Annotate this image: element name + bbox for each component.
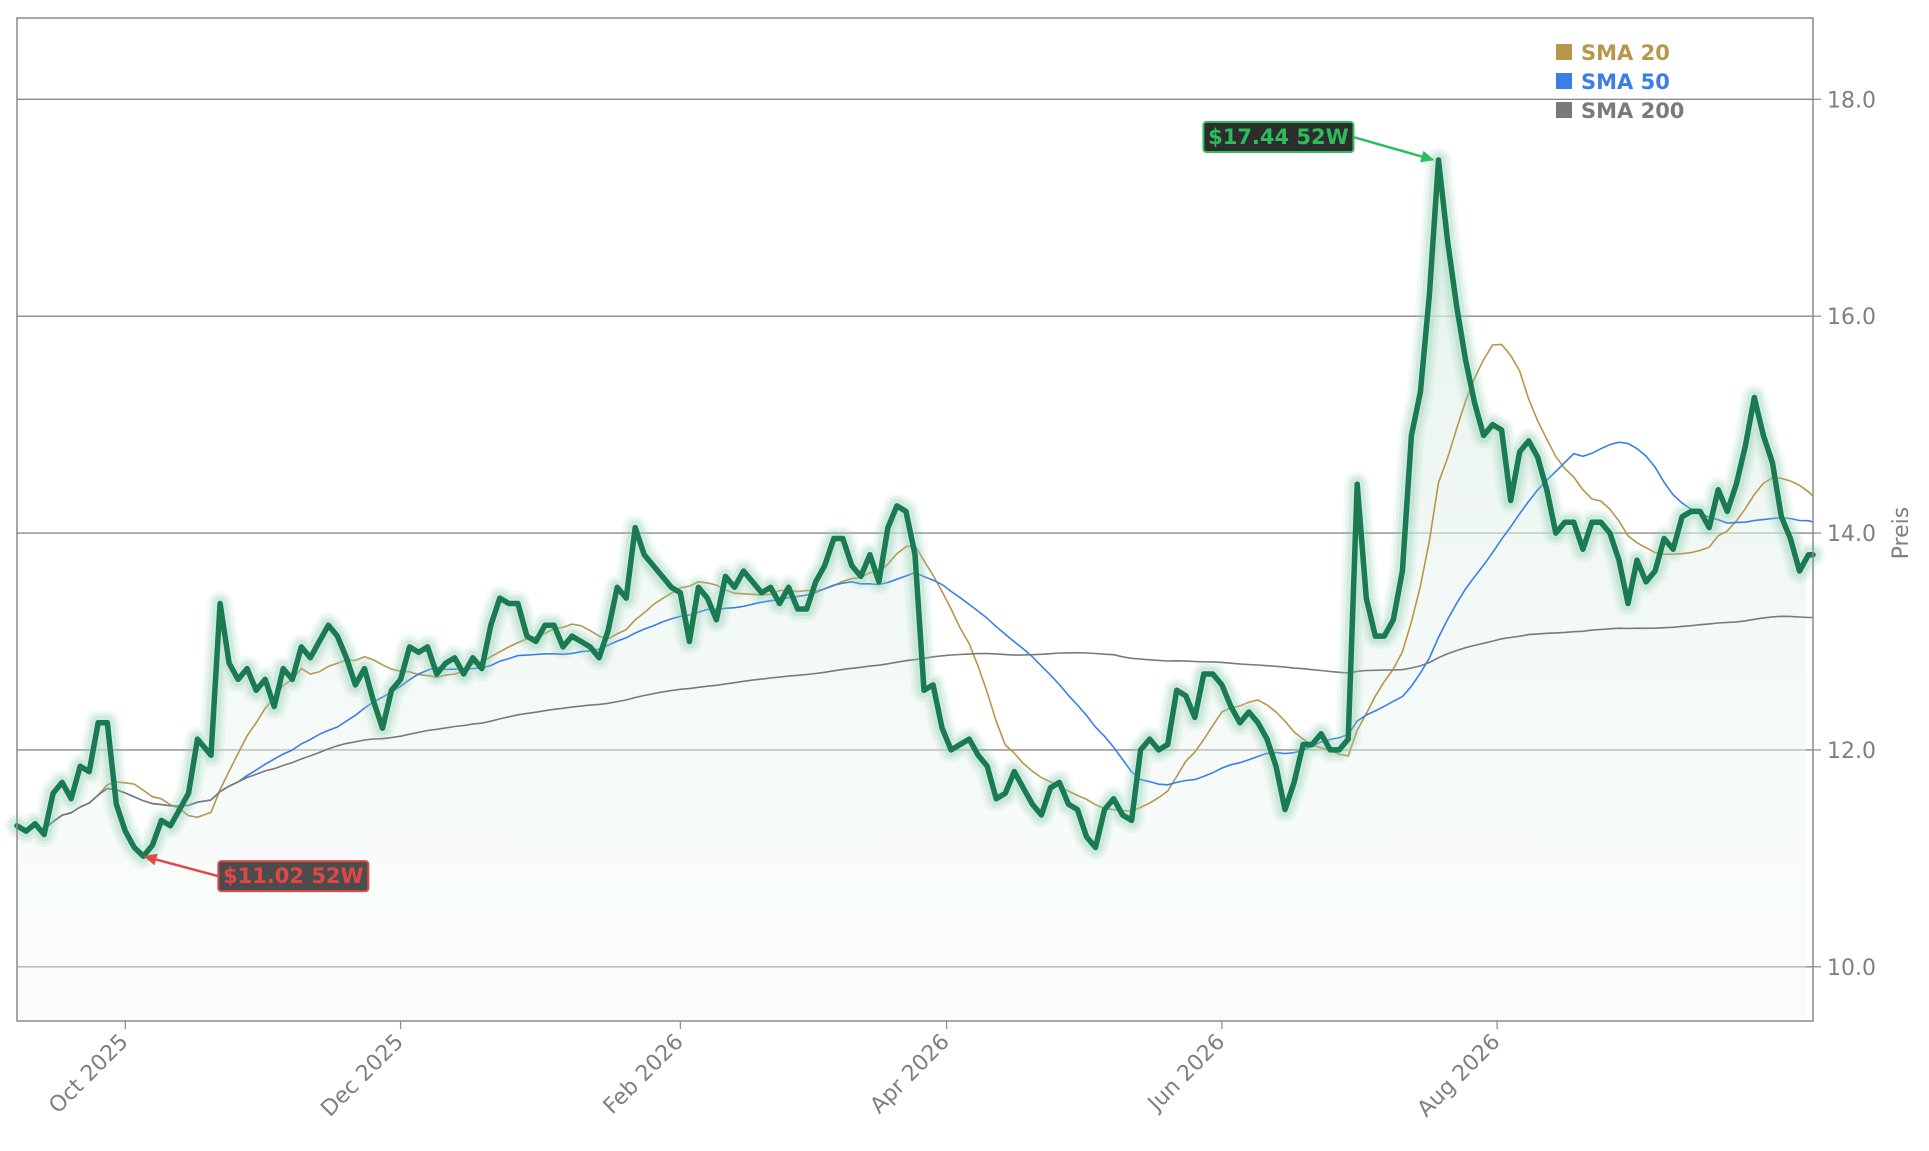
annotation-52w-low: $11.02 52W — [143, 853, 370, 893]
annotation-label: $17.44 52W — [1208, 125, 1349, 149]
legend-swatch — [1556, 73, 1572, 89]
annotation-arrow — [147, 855, 219, 878]
legend: SMA 20 SMA 50 SMA 200 — [1556, 41, 1684, 123]
x-tick-label: Apr 2026 — [866, 1030, 955, 1119]
legend-swatch — [1556, 44, 1572, 60]
y-axis-label: Preis — [1889, 507, 1914, 560]
y-tick-label: 10.0 — [1827, 956, 1876, 981]
annotation-arrowhead — [1420, 150, 1435, 163]
x-tick-label: Jun 2026 — [1142, 1030, 1230, 1118]
x-tick-label: Dec 2025 — [316, 1030, 408, 1122]
y-axis: 10.0 12.0 14.0 16.0 18.0 — [1813, 88, 1876, 981]
legend-label: SMA 200 — [1581, 99, 1684, 123]
legend-label: SMA 50 — [1581, 70, 1670, 94]
legend-item: SMA 200 — [1556, 99, 1684, 123]
price-line-group — [4, 147, 1826, 870]
plot-frame — [16, 17, 1814, 1022]
annotation-arrowhead — [143, 853, 158, 866]
x-tick-label: Aug 2026 — [1413, 1030, 1506, 1123]
annotation-52w-high: $17.44 52W — [1202, 121, 1435, 163]
x-tick-label: Oct 2025 — [44, 1030, 133, 1119]
y-tick-label: 16.0 — [1827, 305, 1876, 330]
plot-border — [16, 17, 1814, 1022]
annotations: $17.44 52W $11.02 52W — [143, 121, 1435, 893]
x-tick-label: Feb 2026 — [599, 1030, 689, 1120]
legend-label: SMA 20 — [1581, 41, 1670, 65]
annotation-box — [217, 860, 370, 893]
annotation-arrow — [1353, 135, 1431, 161]
legend-item: SMA 50 — [1556, 70, 1670, 94]
y-tick-label: 12.0 — [1827, 739, 1876, 764]
legend-swatch — [1556, 102, 1572, 118]
sma-50-line — [16, 441, 1814, 830]
legend-item: SMA 20 — [1556, 41, 1670, 65]
annotation-box — [1202, 121, 1355, 154]
price-line — [14, 157, 1816, 859]
annotation-label: $11.02 52W — [223, 864, 364, 888]
y-tick-label: 14.0 — [1827, 522, 1876, 547]
sma-20-line — [16, 343, 1814, 830]
x-axis: Oct 2025 Dec 2025 Feb 2026 Apr 2026 Jun 2026… — [44, 1021, 1505, 1122]
y-tick-label: 18.0 — [1827, 88, 1876, 113]
